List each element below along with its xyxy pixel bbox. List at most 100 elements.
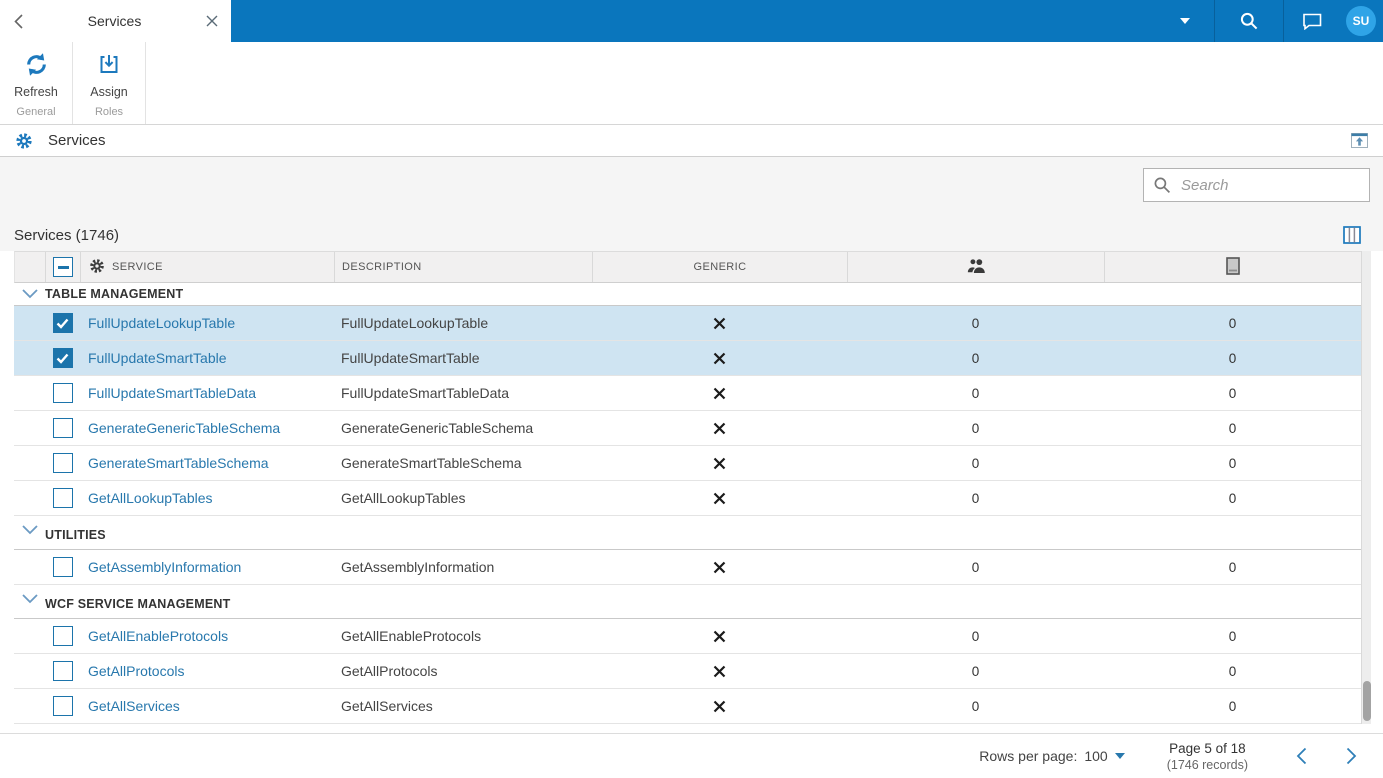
tab-title[interactable]: Services [87,13,142,29]
service-link[interactable]: GetAllLookupTables [88,490,213,506]
table-row[interactable]: GetAllServices GetAllServices 0 0 [14,689,1361,724]
header-description-column[interactable]: DESCRIPTION [335,252,593,282]
service-link[interactable]: GetAllServices [88,698,180,714]
row-checkbox-cell [45,550,80,584]
page-info: Page 5 of 18 (1746 records) [1167,741,1248,772]
column-chooser-icon[interactable] [1343,226,1361,244]
table-row[interactable]: GetAssemblyInformation GetAssemblyInform… [14,550,1361,585]
row-checkbox[interactable] [52,557,73,577]
user-avatar[interactable]: SU [1346,6,1376,36]
rows-per-page-value: 100 [1084,748,1108,764]
ribbon-group-label-roles: Roles [94,106,124,118]
row-checkbox-cell [45,411,80,445]
service-link[interactable]: FullUpdateSmartTable [88,350,227,366]
service-link[interactable]: FullUpdateSmartTableData [88,385,257,401]
prev-page-button[interactable] [1296,747,1307,765]
row-generic-cell [592,481,847,515]
row-generic-cell [592,654,847,688]
screens-count: 0 [1228,559,1237,575]
row-expander-cell [14,446,45,480]
tab-close-button[interactable] [206,15,218,27]
group-expander-cell [14,283,45,305]
row-generic-cell [592,341,847,375]
table-row[interactable]: GenerateGenericTableSchema GenerateGener… [14,411,1361,446]
row-checkbox-cell [45,306,80,340]
global-search-button[interactable] [1215,0,1283,42]
row-expander-cell [14,654,45,688]
chevron-left-icon [1296,747,1307,765]
header-generic-column[interactable]: GENERIC [593,252,848,282]
search-box[interactable] [1143,168,1370,202]
row-expander-cell [14,481,45,515]
row-checkbox[interactable] [52,626,73,646]
row-description: GetAssemblyInformation [341,559,495,575]
row-checkbox[interactable] [52,348,73,368]
search-input[interactable] [1179,175,1360,195]
vertical-scrollbar[interactable] [1361,251,1371,724]
service-link[interactable]: GenerateSmartTableSchema [88,455,269,471]
grid-count-label: Services (1746) [14,226,120,244]
row-checkbox[interactable] [52,383,73,403]
service-link[interactable]: FullUpdateLookupTable [88,315,236,331]
tenant-dropdown-button[interactable] [1156,0,1214,42]
group-row[interactable]: UTILITIES [14,516,1361,550]
group-row[interactable]: WCF SERVICE MANAGEMENT [14,585,1361,619]
back-button[interactable] [14,13,23,29]
feedback-button[interactable] [1284,0,1340,42]
row-checkbox[interactable] [52,696,73,716]
tab-strip: Services [0,0,231,42]
row-checkbox-cell [45,654,80,688]
table-row[interactable]: FullUpdateSmartTable FullUpdateSmartTabl… [14,341,1361,376]
users-count: 0 [971,315,980,331]
row-checkbox-cell [45,689,80,723]
row-service-cell: FullUpdateSmartTable [80,341,334,375]
collapse-group-icon[interactable] [21,289,38,299]
not-generic-icon [713,387,726,399]
header-screens-column[interactable] [1105,252,1362,282]
table-row[interactable]: GetAllProtocols GetAllProtocols 0 0 [14,654,1361,689]
assign-button-label: Assign [90,85,128,99]
row-checkbox[interactable] [52,661,73,681]
scrollbar-thumb[interactable] [1363,681,1371,721]
feedback-icon [1303,13,1322,30]
service-link[interactable]: GetAssemblyInformation [88,559,242,575]
row-checkbox[interactable] [52,488,73,508]
users-count: 0 [971,490,980,506]
header-service-column[interactable]: SERVICE [81,252,335,282]
table-row[interactable]: GenerateSmartTableSchema GenerateSmartTa… [14,446,1361,481]
service-link[interactable]: GetAllProtocols [88,663,185,679]
ribbon-toolbar: Refresh General Assign Roles [0,42,1383,125]
table-row[interactable]: FullUpdateSmartTableData FullUpdateSmart… [14,376,1361,411]
panel-collapse-icon[interactable] [1351,133,1368,148]
not-generic-icon [713,352,726,364]
row-expander-cell [14,376,45,410]
refresh-button[interactable]: Refresh [0,42,72,104]
service-link[interactable]: GetAllEnableProtocols [88,628,229,644]
group-row[interactable]: TABLE MANAGEMENT [14,283,1361,306]
page-title: Services [48,132,106,149]
rows-per-page-select[interactable]: Rows per page: 100 [979,748,1125,764]
collapse-group-icon[interactable] [21,525,38,535]
service-link[interactable]: GenerateGenericTableSchema [88,420,281,436]
collapse-group-icon[interactable] [21,594,38,604]
users-count: 0 [971,628,980,644]
next-page-button[interactable] [1346,747,1357,765]
row-checkbox[interactable] [52,453,73,473]
topbar-divider [1214,0,1215,42]
row-description: GetAllProtocols [341,663,438,679]
table-row[interactable]: FullUpdateLookupTable FullUpdateLookupTa… [14,306,1361,341]
header-users-column[interactable] [848,252,1105,282]
row-checkbox[interactable] [52,313,73,333]
screens-count: 0 [1228,628,1237,644]
row-generic-cell [592,376,847,410]
row-checkbox[interactable] [52,418,73,438]
table-row[interactable]: GetAllLookupTables GetAllLookupTables 0 … [14,481,1361,516]
users-count: 0 [971,559,980,575]
assign-button[interactable]: Assign [73,42,145,104]
table-row[interactable]: GetAllEnableProtocols GetAllEnableProtoc… [14,619,1361,654]
select-all-checkbox[interactable] [53,257,73,277]
users-count: 0 [971,385,980,401]
row-checkbox-cell [45,481,80,515]
gear-icon [89,258,105,277]
row-service-cell: GenerateSmartTableSchema [80,446,334,480]
